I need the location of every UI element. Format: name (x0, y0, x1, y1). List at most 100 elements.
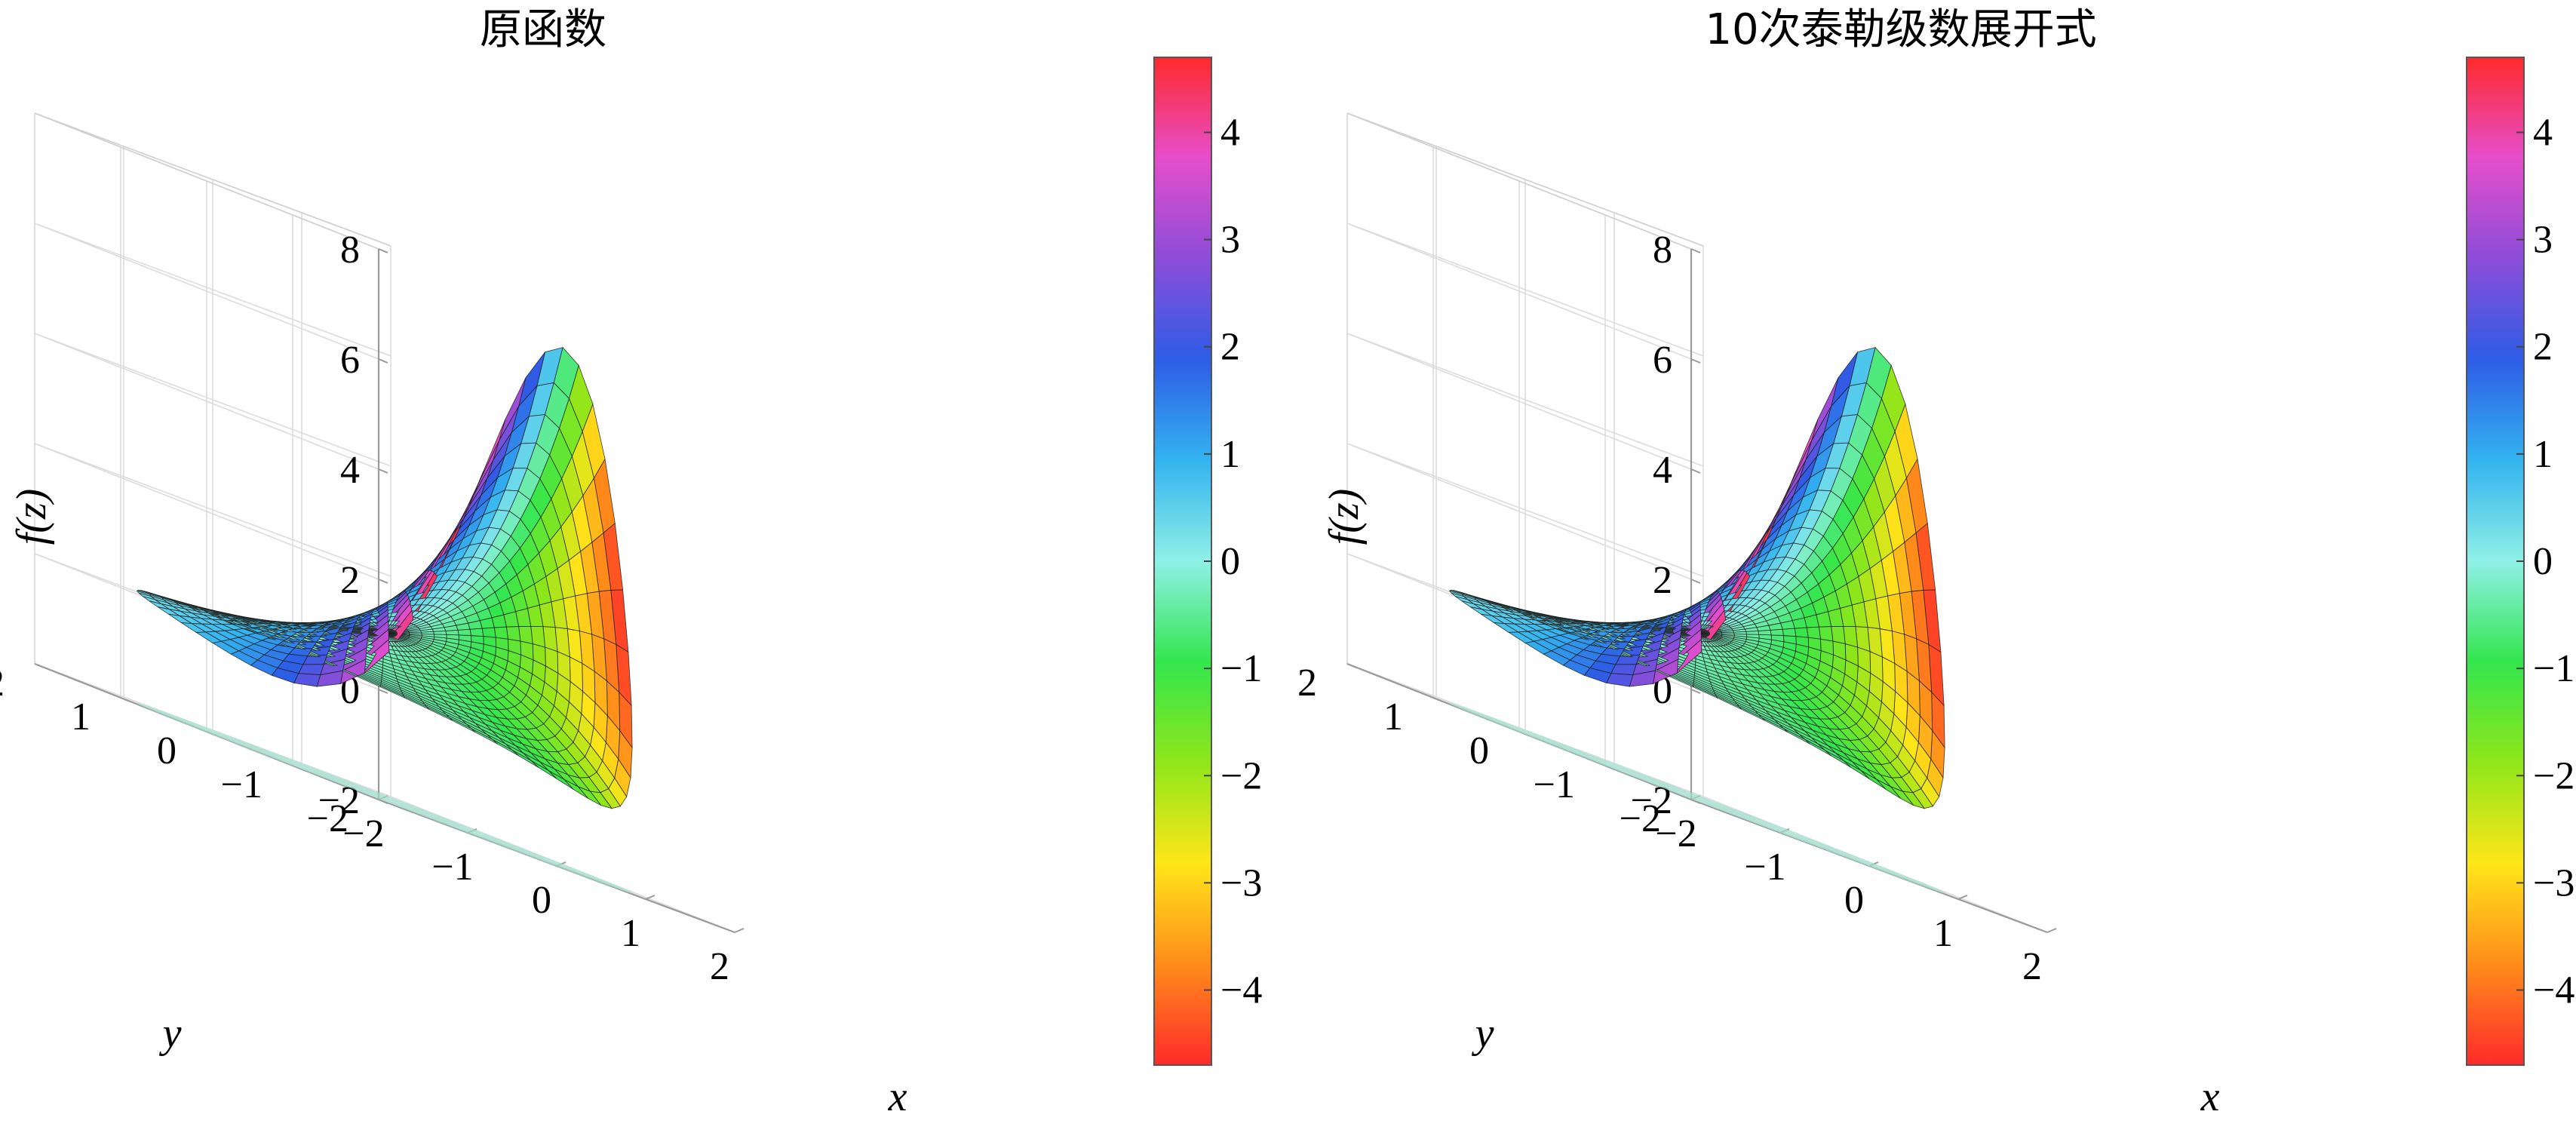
shadow-spoke (286, 762, 376, 795)
z-tick-mark (1690, 248, 1701, 253)
x-tick-label: 2 (2022, 945, 2042, 988)
colorbar (2466, 57, 2525, 1066)
grid-lines (1346, 112, 2048, 933)
surface-patch (1449, 589, 1464, 595)
z-tick-label: 4 (1653, 449, 1672, 492)
shadow-spoke (1693, 797, 1697, 800)
chart-panel-taylor-expansion: 10次泰勒级数展开式 −2 −1 0 1 2 −2 −1 0 1 2 −2 0 2 4 6 8 x y f(z) 4 3 2… (1297, 5, 2574, 1120)
surface-patch (518, 625, 533, 644)
y-tick-label: −1 (1534, 763, 1575, 806)
x-tick-label: 2 (710, 945, 729, 988)
shadow-spoke (1702, 799, 1750, 816)
colorbar-tick-label: 1 (1220, 433, 1240, 476)
y-tick-label: −2 (307, 797, 348, 840)
z-tick-mark (378, 358, 388, 364)
chart-title: 10次泰勒级数展开式 (1705, 5, 2096, 54)
surface-floor-shadow (137, 702, 633, 894)
z-tick-mark (378, 799, 388, 804)
y-tick-label: 1 (71, 695, 91, 738)
y-axis-label: y (1472, 1010, 1494, 1057)
y-tick-label: 1 (1383, 695, 1403, 738)
x-tick-label: −2 (1655, 812, 1696, 855)
z-tick-label: 2 (340, 559, 360, 602)
z-tick-mark (1690, 358, 1701, 364)
shadow-spoke (1598, 762, 1688, 795)
z-tick-mark (378, 468, 388, 474)
surface-patch (1794, 627, 1809, 638)
y-tick-label: 2 (1297, 662, 1317, 705)
z-tick-label: 6 (340, 339, 360, 382)
surface-patch (1782, 628, 1797, 637)
colorbar-tick-label: 1 (2533, 433, 2553, 476)
colorbar-tick-label: −3 (1220, 861, 1262, 904)
colorbar-tick-label: 2 (1220, 326, 1240, 369)
y-axis-label: y (159, 1010, 182, 1057)
colorbar-tick-label: 0 (2533, 540, 2553, 583)
x-tick-mark (734, 928, 745, 933)
y-tick-label: −2 (1620, 797, 1661, 840)
box-top-edge (34, 112, 391, 250)
box-top-edge (1346, 112, 1704, 250)
colorbar-tick-label: −4 (1220, 969, 1262, 1012)
colorbar-tick-label: 0 (1220, 540, 1240, 583)
x-tick-label: 1 (1933, 912, 1953, 955)
colorbar-tick-label: 3 (1220, 219, 1240, 262)
x-tick-label: 0 (1844, 879, 1864, 922)
z-tick-label: 8 (1653, 229, 1672, 272)
z-tick-mark (1690, 689, 1701, 694)
x-tick-label: −1 (431, 846, 473, 889)
x-tick-label: 1 (621, 912, 640, 955)
y-tick-label: −1 (221, 763, 263, 806)
y-tick-mark (1346, 663, 1357, 668)
x-axis-label: x (2200, 1073, 2220, 1120)
y-tick-label: 2 (0, 662, 5, 705)
surface-patch (469, 628, 484, 637)
colorbar (1153, 57, 1212, 1066)
colorbar-tick-label: −1 (1220, 647, 1262, 690)
surface-mesh (1448, 346, 1945, 809)
colorbar-tick-label: 3 (2533, 219, 2553, 262)
surface-patch (137, 589, 152, 595)
z-tick-label: 4 (340, 449, 360, 492)
y-tick-label: 0 (157, 729, 177, 772)
z-tick-mark (1690, 468, 1701, 474)
colorbar-tick-label: −2 (2533, 754, 2574, 797)
shadow-spoke (1697, 797, 1702, 799)
z-tick-label: 2 (1653, 559, 1672, 602)
colorbar-tick-label: 2 (2533, 326, 2553, 369)
x-tick-label: −1 (1744, 846, 1785, 889)
z-tick-mark (1690, 799, 1701, 804)
x-tick-mark (645, 895, 656, 900)
shadow-spoke (332, 780, 380, 797)
z-tick-mark (378, 689, 388, 694)
z-axis-label: f(z) (8, 489, 55, 545)
z-tick-label: 6 (1653, 339, 1672, 382)
shadow-spoke (380, 797, 385, 800)
colorbar-tick-label: −1 (2533, 647, 2574, 690)
colorbar-tick-label: −3 (2533, 861, 2574, 904)
surface-floor-shadow (1449, 702, 1945, 894)
x-axis-label: x (888, 1073, 907, 1120)
surface-patch (1818, 626, 1834, 642)
surface-patch (1806, 626, 1822, 640)
grid-lines (34, 112, 735, 933)
x-tick-label: −2 (342, 812, 384, 855)
colorbar-tick-label: 4 (1220, 111, 1240, 154)
shadow-spoke (389, 799, 438, 816)
shadow-spoke (405, 805, 594, 877)
x-tick-label: 0 (532, 879, 551, 922)
z-axis-label: f(z) (1321, 489, 1368, 545)
colorbar-tick-label: −4 (2533, 969, 2574, 1012)
surface-patch (505, 626, 521, 642)
y-tick-mark (120, 697, 130, 702)
x-tick-mark (1957, 895, 1968, 900)
surface-patch (1831, 625, 1846, 644)
surface-mesh (136, 346, 633, 809)
z-tick-mark (1690, 579, 1701, 584)
colorbar-tick-label: 4 (2533, 111, 2553, 154)
surface-patch (493, 626, 509, 640)
shadow-spoke (1644, 780, 1693, 797)
shadow-spoke (1718, 805, 1906, 877)
chart-title: 原函数 (480, 5, 606, 54)
